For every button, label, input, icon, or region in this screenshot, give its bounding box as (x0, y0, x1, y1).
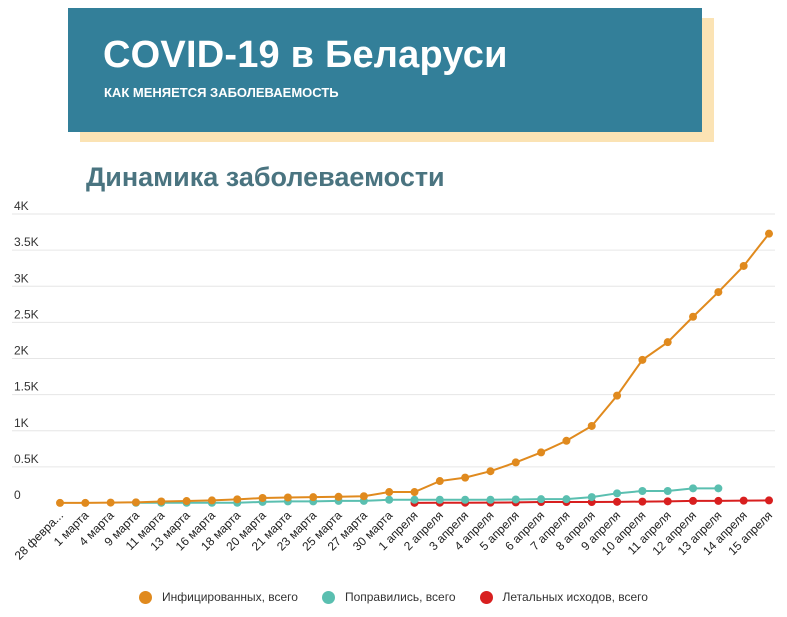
data-point-recovered[interactable] (435, 495, 444, 504)
legend-item-deaths[interactable]: Летальных исходов, всего (479, 590, 648, 604)
data-point-infected[interactable] (359, 492, 368, 501)
data-point-deaths[interactable] (638, 497, 647, 506)
legend-swatch-deaths (479, 590, 493, 604)
legend-label-deaths: Летальных исходов, всего (502, 590, 648, 604)
legend-item-infected[interactable]: Инфицированных, всего (139, 590, 298, 604)
data-point-infected[interactable] (537, 448, 546, 457)
data-point-recovered[interactable] (537, 495, 546, 504)
data-point-infected[interactable] (258, 494, 267, 503)
y-axis-ticks: 0 0.5K 1K 1.5K 2K 2.5K 3K 3.5K 4K (14, 199, 39, 502)
data-point-deaths[interactable] (613, 497, 622, 506)
series-line-infected (60, 233, 770, 504)
data-point-infected[interactable] (587, 421, 596, 430)
data-point-infected[interactable] (182, 497, 191, 506)
y-tick-label: 2K (14, 344, 29, 358)
y-tick-label: 1.5K (14, 380, 39, 394)
data-point-infected[interactable] (461, 473, 470, 482)
data-point-recovered[interactable] (562, 495, 571, 504)
y-tick-label: 3K (14, 271, 29, 285)
data-point-infected[interactable] (309, 493, 318, 502)
data-point-infected[interactable] (385, 488, 394, 497)
data-point-infected[interactable] (207, 496, 216, 505)
data-point-infected[interactable] (157, 497, 166, 506)
data-point-recovered[interactable] (486, 495, 495, 504)
data-point-recovered[interactable] (663, 487, 672, 496)
data-point-infected[interactable] (511, 458, 520, 467)
y-tick-label: 1K (14, 416, 29, 430)
gridlines (12, 213, 775, 468)
series-line-recovered (135, 487, 719, 504)
y-tick-label: 4K (14, 199, 29, 213)
legend-swatch-recovered (321, 590, 335, 604)
data-point-infected[interactable] (435, 477, 444, 486)
y-tick-label: 0 (14, 488, 21, 502)
data-point-deaths[interactable] (714, 496, 723, 505)
data-point-deaths[interactable] (689, 496, 698, 505)
data-point-recovered[interactable] (689, 484, 698, 493)
data-point-recovered[interactable] (714, 484, 723, 493)
header-banner: COVID-19 в Беларуси КАК МЕНЯЕТСЯ ЗАБОЛЕВ… (68, 8, 702, 132)
data-point-recovered[interactable] (511, 495, 520, 504)
data-point-infected[interactable] (283, 493, 292, 502)
page-subtitle: КАК МЕНЯЕТСЯ ЗАБОЛЕВАЕМОСТЬ (104, 85, 339, 100)
data-point-infected[interactable] (562, 436, 571, 445)
legend-item-recovered[interactable]: Поправились, всего (321, 590, 456, 604)
data-point-recovered[interactable] (410, 495, 419, 504)
series-points (56, 229, 773, 507)
y-tick-label: 0.5K (14, 452, 39, 466)
chart-legend: Инфицированных, всего Поправились, всего… (0, 590, 787, 604)
page-title: COVID-19 в Беларуси (103, 34, 508, 76)
data-point-infected[interactable] (765, 229, 773, 238)
data-point-recovered[interactable] (587, 493, 596, 502)
data-point-infected[interactable] (663, 338, 672, 347)
data-point-infected[interactable] (131, 498, 140, 507)
data-point-infected[interactable] (106, 498, 115, 507)
data-point-recovered[interactable] (385, 495, 394, 504)
data-point-infected[interactable] (714, 288, 723, 297)
data-point-deaths[interactable] (765, 496, 773, 505)
series-lines (60, 233, 770, 504)
data-point-infected[interactable] (410, 488, 419, 497)
data-point-infected[interactable] (486, 467, 495, 476)
legend-swatch-infected (139, 590, 153, 604)
legend-label-recovered: Поправились, всего (344, 590, 456, 604)
data-point-infected[interactable] (689, 312, 698, 321)
y-tick-label: 2.5K (14, 307, 39, 321)
data-point-infected[interactable] (81, 498, 90, 507)
data-point-infected[interactable] (334, 492, 343, 501)
data-point-infected[interactable] (739, 261, 748, 270)
y-tick-label: 3.5K (14, 235, 39, 249)
data-point-recovered[interactable] (461, 495, 470, 504)
data-point-infected[interactable] (613, 391, 622, 400)
data-point-recovered[interactable] (638, 487, 647, 496)
data-point-infected[interactable] (638, 355, 647, 364)
legend-label-infected: Инфицированных, всего (162, 590, 298, 604)
chart-title: Динамика заболеваемости (86, 162, 445, 192)
data-point-recovered[interactable] (613, 489, 622, 498)
data-point-deaths[interactable] (739, 496, 748, 505)
data-point-infected[interactable] (56, 498, 64, 507)
data-point-infected[interactable] (233, 495, 242, 504)
data-point-deaths[interactable] (663, 497, 672, 506)
